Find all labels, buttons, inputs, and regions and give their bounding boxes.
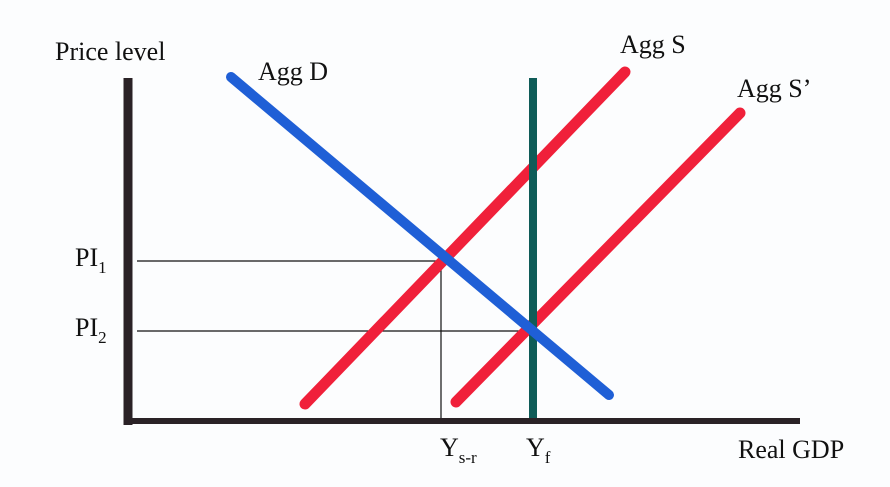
label-main: Y bbox=[526, 433, 545, 462]
agg-s-line bbox=[299, 66, 631, 410]
label-main: PI bbox=[75, 243, 98, 272]
agg-s-prime-line bbox=[450, 107, 746, 408]
output-label: Ys-r bbox=[440, 433, 477, 467]
label-main: PI bbox=[75, 313, 98, 342]
label-subscript: s-r bbox=[459, 448, 477, 467]
label-subscript: f bbox=[545, 448, 551, 467]
curve-label: Agg S bbox=[620, 30, 686, 59]
x-axis-label: Real GDP bbox=[738, 435, 844, 464]
price-level-label: PI2 bbox=[75, 313, 107, 347]
y-axis-label: Price level bbox=[55, 37, 165, 66]
agg-d-line bbox=[226, 72, 614, 400]
curve-label: Agg D bbox=[258, 57, 328, 86]
label-main: Y bbox=[440, 433, 459, 462]
curve-label: Agg S’ bbox=[737, 74, 811, 103]
price-level-label: PI1 bbox=[75, 243, 107, 277]
label-subscript: 1 bbox=[98, 258, 107, 277]
output-label: Yf bbox=[526, 433, 551, 467]
label-subscript: 2 bbox=[98, 328, 107, 347]
